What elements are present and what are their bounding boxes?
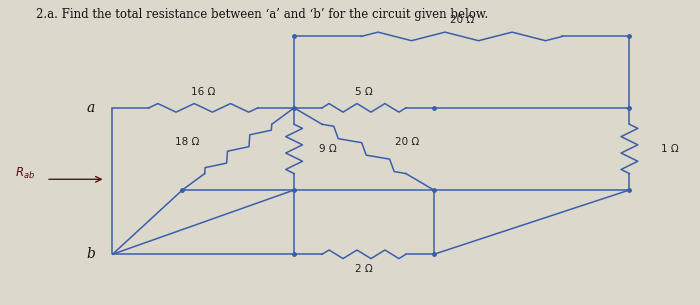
Text: b: b	[86, 247, 95, 261]
Text: 5 Ω: 5 Ω	[355, 87, 373, 97]
Text: 20 Ω: 20 Ω	[449, 15, 474, 25]
Text: 2.a. Find the total resistance between ‘a’ and ‘b’ for the circuit given below.: 2.a. Find the total resistance between ‘…	[36, 8, 488, 21]
Text: 9 Ω: 9 Ω	[318, 144, 336, 154]
Text: 1 Ω: 1 Ω	[661, 144, 678, 154]
Text: 20 Ω: 20 Ω	[395, 137, 420, 147]
Text: 2 Ω: 2 Ω	[355, 264, 373, 274]
Text: 16 Ω: 16 Ω	[191, 87, 216, 97]
Text: a: a	[87, 101, 95, 115]
Text: $R_{ab}$: $R_{ab}$	[15, 167, 35, 181]
Text: 18 Ω: 18 Ω	[176, 137, 199, 147]
